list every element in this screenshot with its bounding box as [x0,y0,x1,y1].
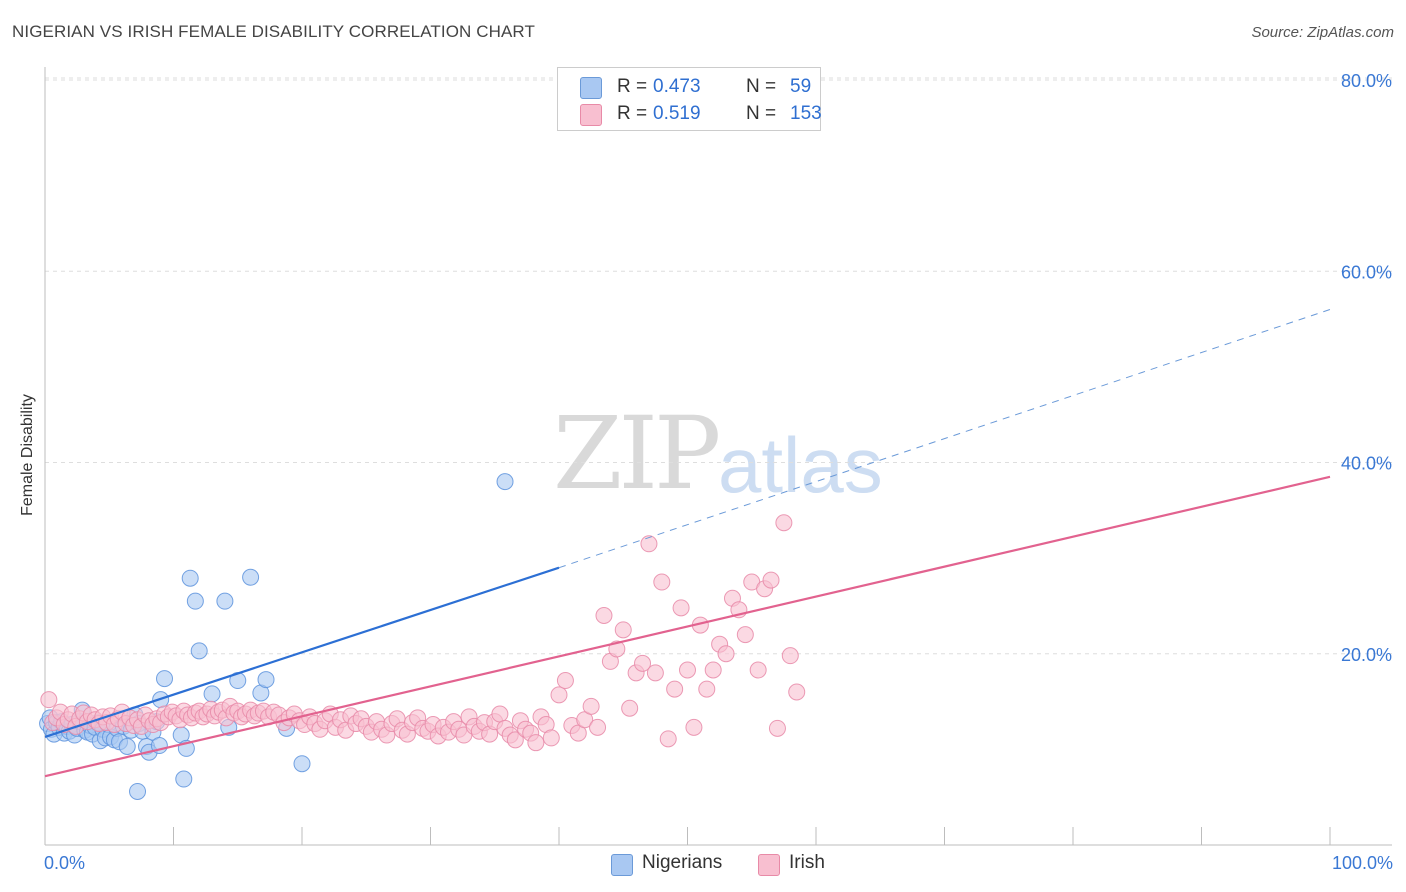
y-tick-label: 20.0% [1341,645,1392,665]
irish-point [621,699,639,717]
trend-lines [44,309,1331,778]
chart-title: NIGERIAN VS IRISH FEMALE DISABILITY CORR… [12,22,535,41]
irish-point [646,664,664,682]
legend-r-label: R = [617,76,648,97]
nigerians-point [257,671,275,689]
legend-n-value: 59 [790,76,812,97]
irish-point [491,705,509,723]
legend-r-value: 0.519 [653,103,701,124]
bottom-legend-swatch-irish [758,854,780,876]
irish-point [614,621,632,639]
irish-trend-line [44,475,1331,778]
bottom-legend-label-nigerians: Nigerians [642,852,723,873]
nigerians-trend-extension [558,309,1331,569]
watermark-zip: ZIP [553,395,721,512]
nigerians-trend-line [44,566,560,738]
legend-swatch-nigerians [580,77,602,99]
irish-point [640,535,658,553]
irish-point [527,734,545,752]
legend-swatch-irish [580,104,602,126]
nigerians-point [129,782,147,800]
irish-point [659,730,677,748]
irish-point [595,607,613,624]
x-tick-label-max: 100.0% [1332,853,1393,873]
irish-point [672,599,690,617]
irish-point [736,626,754,644]
irish-point [762,571,780,589]
legend-n-label: N = [746,76,777,97]
irish-point [704,661,722,679]
legend-n-value: 153 [790,103,822,124]
legend-n-label: N = [746,103,777,124]
nigerians-point [156,670,174,688]
legend-r-value: 0.473 [653,76,701,97]
nigerians-point [216,592,234,610]
irish-point [582,697,600,715]
nigerians-point [186,592,204,610]
irish-point [788,683,806,701]
tick-labels: 20.0% 40.0% 60.0% 80.0% 0.0% 100.0% [44,71,1393,873]
bottom-legend-swatch-nigerians [611,854,633,876]
irish-point [666,680,684,698]
nigerians-point [242,568,260,586]
irish-point [781,647,799,665]
stats-legend: R = 0.473 N = 59 R = 0.519 N = 153 [557,67,822,131]
irish-point [717,645,735,663]
x-tick-label-min: 0.0% [44,853,85,873]
y-tick-label: 40.0% [1341,454,1392,474]
irish-point [775,514,793,532]
irish-point [550,686,568,704]
watermark-atlas: atlas [718,421,883,509]
nigerians-point [496,473,514,491]
y-tick-label: 80.0% [1341,71,1392,91]
nigerians-point [203,685,221,703]
gridlines [45,77,1392,655]
irish-point [506,731,524,749]
irish-point [698,680,716,698]
irish-point [679,661,696,679]
irish-point [653,573,671,591]
nigerians-point [118,738,136,756]
irish-point [40,691,58,709]
nigerians-points [39,473,514,800]
irish-point [556,672,574,690]
y-tick-label: 60.0% [1341,262,1392,282]
irish-point [589,718,607,736]
nigerians-point [175,770,193,788]
nigerians-point [190,642,208,660]
irish-point [685,718,703,736]
irish-points [40,514,806,752]
irish-point [542,729,560,747]
bottom-legend-label-irish: Irish [789,852,825,873]
irish-point [768,719,786,737]
nigerians-point [293,755,311,773]
irish-point [749,661,767,679]
nigerians-point [181,569,199,587]
irish-point [634,654,652,672]
source-label: Source: ZipAtlas.com [1251,24,1394,41]
legend-r-label: R = [617,103,648,124]
